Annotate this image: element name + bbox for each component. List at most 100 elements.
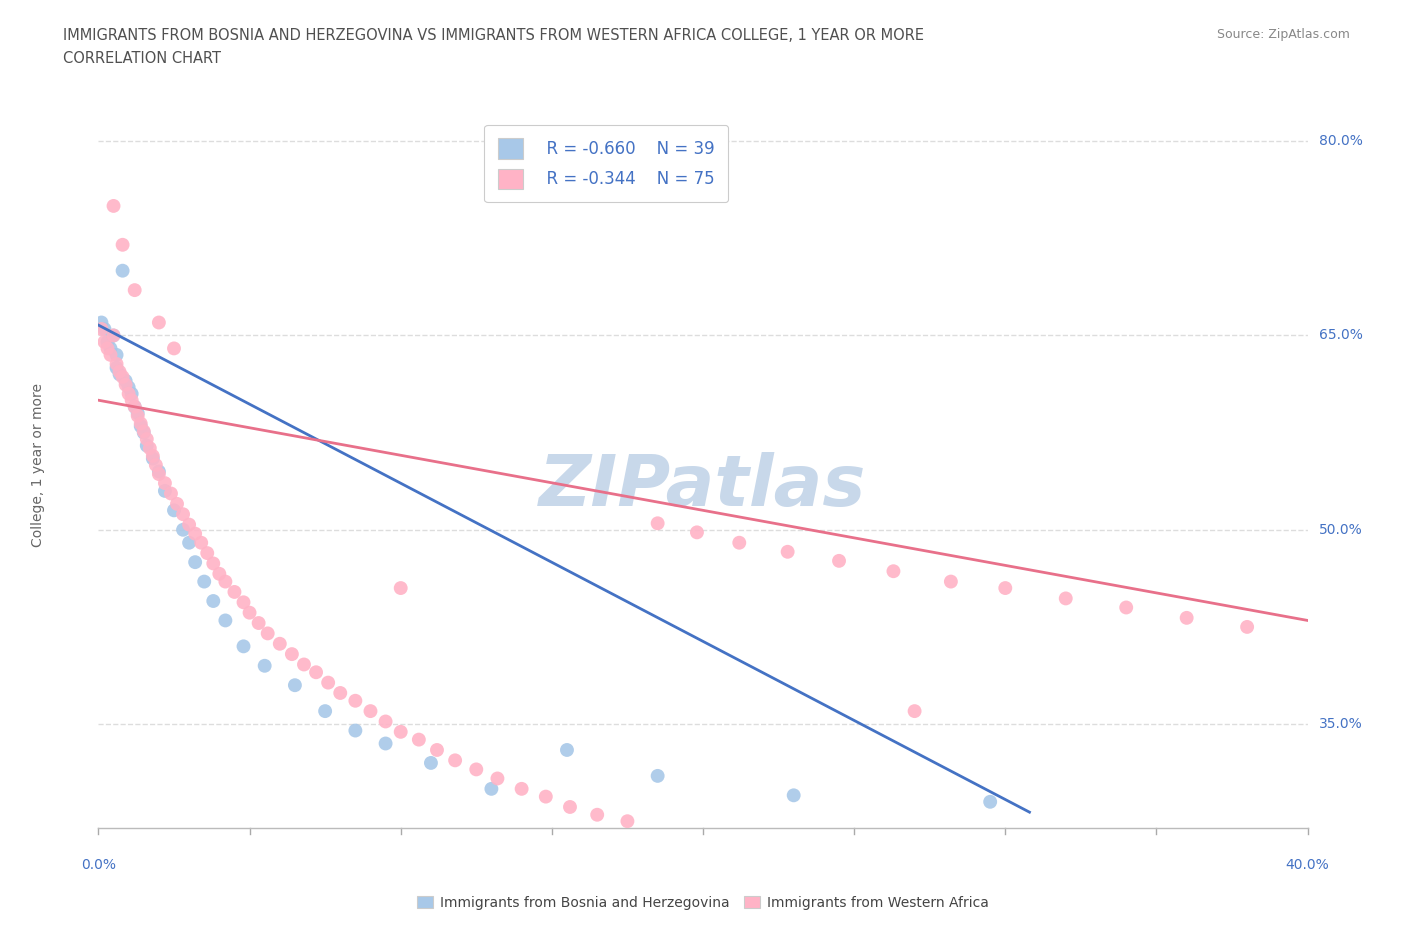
Point bbox=[105, 348, 128, 363]
Point bbox=[586, 807, 609, 822]
Point bbox=[374, 736, 396, 751]
Point bbox=[486, 771, 509, 786]
Point bbox=[108, 367, 131, 382]
Point bbox=[124, 399, 146, 414]
Point bbox=[93, 322, 115, 337]
Point bbox=[148, 464, 170, 479]
Point bbox=[426, 742, 449, 757]
Point bbox=[172, 523, 194, 538]
Point bbox=[686, 525, 709, 539]
Point bbox=[882, 564, 904, 578]
Point bbox=[281, 646, 304, 661]
Point bbox=[145, 458, 167, 472]
Point bbox=[329, 685, 352, 700]
Point bbox=[444, 753, 467, 768]
Point bbox=[728, 536, 751, 551]
Point bbox=[118, 379, 141, 394]
Point bbox=[305, 665, 328, 680]
Point bbox=[108, 365, 131, 379]
Point bbox=[121, 386, 143, 401]
Point bbox=[269, 636, 291, 651]
Point bbox=[202, 593, 225, 608]
Point bbox=[284, 678, 307, 693]
Point bbox=[256, 626, 278, 641]
Point bbox=[1175, 610, 1198, 625]
Point bbox=[172, 507, 194, 522]
Text: ZIPatlas: ZIPatlas bbox=[540, 452, 866, 521]
Point bbox=[124, 399, 146, 414]
Point bbox=[111, 237, 134, 252]
Point bbox=[193, 574, 215, 589]
Point bbox=[828, 553, 851, 568]
Text: 0.0%: 0.0% bbox=[82, 858, 115, 872]
Point bbox=[177, 536, 201, 551]
Point bbox=[232, 595, 254, 610]
Point bbox=[103, 198, 125, 213]
Point bbox=[647, 516, 669, 531]
Point bbox=[239, 605, 262, 620]
Text: 65.0%: 65.0% bbox=[1319, 328, 1362, 342]
Point bbox=[247, 616, 270, 631]
Point bbox=[153, 475, 176, 491]
Text: 80.0%: 80.0% bbox=[1319, 134, 1362, 148]
Point bbox=[90, 322, 112, 337]
Point bbox=[135, 432, 157, 446]
Point bbox=[129, 418, 152, 433]
Point bbox=[481, 781, 503, 796]
Point bbox=[96, 341, 118, 356]
Point bbox=[139, 441, 162, 456]
Point bbox=[939, 574, 962, 589]
Point bbox=[1054, 591, 1077, 605]
Point bbox=[148, 467, 170, 482]
Point bbox=[90, 315, 112, 330]
Point bbox=[647, 768, 669, 783]
Point bbox=[177, 517, 201, 532]
Point bbox=[132, 425, 155, 440]
Legend: Immigrants from Bosnia and Herzegovina, Immigrants from Western Africa: Immigrants from Bosnia and Herzegovina, … bbox=[412, 892, 994, 914]
Point bbox=[100, 348, 122, 363]
Text: 50.0%: 50.0% bbox=[1319, 523, 1362, 537]
Point bbox=[558, 800, 581, 815]
Text: IMMIGRANTS FROM BOSNIA AND HERZEGOVINA VS IMMIGRANTS FROM WESTERN AFRICA COLLEGE: IMMIGRANTS FROM BOSNIA AND HERZEGOVINA V… bbox=[63, 28, 924, 43]
Text: Source: ZipAtlas.com: Source: ZipAtlas.com bbox=[1216, 28, 1350, 41]
Point bbox=[292, 658, 315, 672]
Text: 35.0%: 35.0% bbox=[1319, 717, 1362, 731]
Point bbox=[135, 438, 157, 453]
Point bbox=[208, 566, 231, 581]
Point bbox=[103, 328, 125, 343]
Point bbox=[776, 544, 799, 559]
Point bbox=[114, 373, 136, 388]
Point bbox=[127, 408, 149, 423]
Point bbox=[163, 503, 186, 518]
Point bbox=[534, 790, 557, 804]
Point bbox=[214, 574, 236, 589]
Point bbox=[202, 556, 225, 571]
Point bbox=[389, 580, 412, 595]
Point bbox=[344, 724, 367, 738]
Point bbox=[114, 378, 136, 392]
Point bbox=[408, 732, 430, 747]
Point bbox=[184, 554, 207, 569]
Text: 40.0%: 40.0% bbox=[1285, 858, 1330, 872]
Point bbox=[163, 341, 186, 356]
Point bbox=[510, 781, 533, 796]
Point bbox=[389, 724, 412, 739]
Text: CORRELATION CHART: CORRELATION CHART bbox=[63, 51, 221, 66]
Point bbox=[111, 369, 134, 384]
Point bbox=[142, 451, 165, 466]
Point bbox=[994, 580, 1017, 595]
Point bbox=[904, 704, 927, 719]
Point bbox=[127, 405, 149, 420]
Point bbox=[344, 694, 367, 709]
Point bbox=[253, 658, 276, 673]
Point bbox=[103, 328, 125, 343]
Point bbox=[374, 714, 396, 729]
Point bbox=[153, 484, 176, 498]
Point bbox=[190, 536, 212, 551]
Point bbox=[316, 675, 339, 690]
Point bbox=[132, 424, 155, 439]
Point bbox=[419, 755, 441, 770]
Point bbox=[616, 814, 638, 829]
Point bbox=[160, 486, 183, 501]
Legend:   R = -0.660    N = 39,   R = -0.344    N = 75: R = -0.660 N = 39, R = -0.344 N = 75 bbox=[485, 126, 728, 203]
